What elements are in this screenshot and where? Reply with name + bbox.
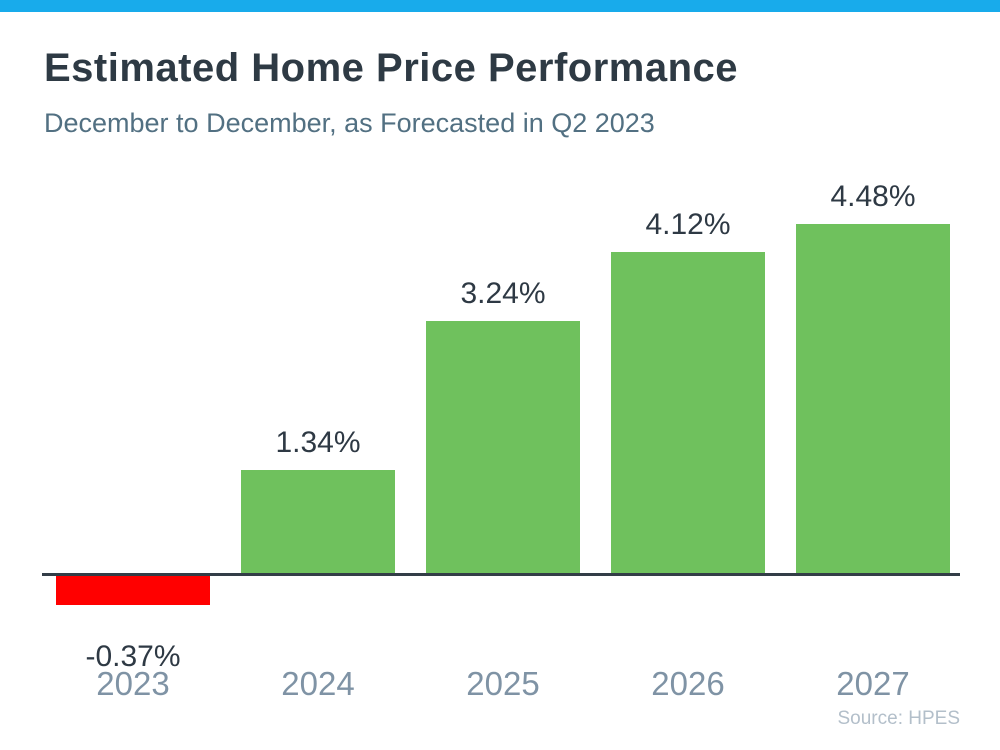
bar-2024 [241,470,395,575]
chart-subtitle: December to December, as Forecasted in Q… [44,108,655,138]
bar-value-label: 4.48% [830,180,916,213]
bar-2027 [796,224,950,575]
bar-value-label: 3.24% [460,277,546,310]
x-axis-line [42,573,960,576]
source-note: Source: HPES [837,708,961,729]
bar-2025 [426,321,580,575]
bar-value-label: 1.34% [275,426,361,459]
bar-2023 [56,576,210,605]
bar-2026 [611,252,765,575]
x-axis-label: 2027 [836,665,910,702]
top-accent-bar [0,0,1000,12]
x-axis-label: 2026 [651,665,725,702]
x-axis-label: 2023 [96,665,170,702]
x-axis-label: 2024 [281,665,355,702]
bar-value-label: 4.12% [645,208,731,241]
x-axis-label: 2025 [466,665,540,702]
chart-title: Estimated Home Price Performance [44,46,739,90]
bar-value-label: -0.37% [85,640,181,673]
